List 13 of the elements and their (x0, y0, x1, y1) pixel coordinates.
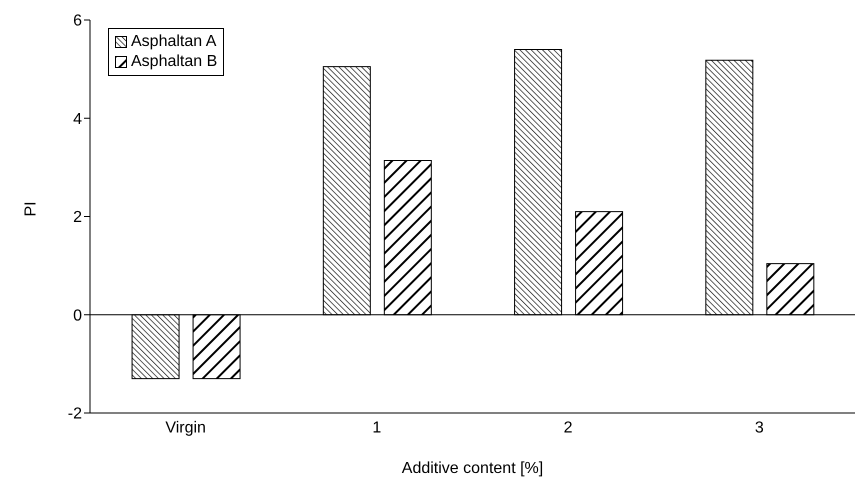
legend-label: Asphaltan B (131, 52, 218, 72)
x-tick-label: 3 (754, 419, 764, 436)
y-tick-label: 4 (73, 110, 82, 128)
x-axis-title: Additive content [%] (402, 460, 544, 477)
legend-label: Asphaltan A (131, 32, 216, 52)
y-tick-label: 6 (73, 12, 82, 30)
x-tick-label: 1 (372, 419, 382, 436)
y-axis-title: PI (22, 201, 40, 216)
x-tick-label: 2 (564, 419, 573, 436)
y-tick-label: -2 (68, 406, 82, 423)
y-tick-label: 2 (73, 209, 82, 226)
y-tick-label: 0 (73, 307, 82, 324)
x-tick-label: Virgin (165, 419, 206, 436)
